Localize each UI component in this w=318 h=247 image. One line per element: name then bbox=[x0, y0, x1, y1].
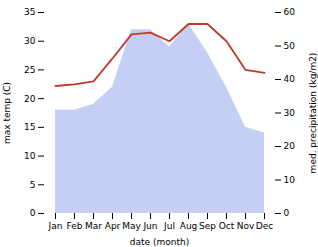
svg-text:20: 20 bbox=[284, 141, 296, 151]
svg-text:35: 35 bbox=[24, 7, 35, 17]
svg-text:Oct: Oct bbox=[219, 221, 235, 231]
svg-text:0: 0 bbox=[30, 208, 36, 218]
svg-text:20: 20 bbox=[24, 94, 36, 104]
svg-text:30: 30 bbox=[284, 108, 296, 118]
svg-text:Mar: Mar bbox=[85, 221, 102, 231]
svg-text:0: 0 bbox=[284, 208, 290, 218]
svg-text:50: 50 bbox=[284, 41, 296, 51]
svg-text:date (month): date (month) bbox=[130, 237, 189, 247]
svg-text:10: 10 bbox=[24, 151, 36, 161]
svg-text:med. precipitation (kg/m2): med. precipitation (kg/m2) bbox=[308, 53, 318, 174]
svg-text:max temp (C): max temp (C) bbox=[2, 82, 12, 144]
svg-text:Jun: Jun bbox=[142, 221, 157, 231]
svg-text:5: 5 bbox=[30, 180, 36, 190]
svg-text:10: 10 bbox=[284, 175, 296, 185]
svg-text:Jul: Jul bbox=[163, 221, 175, 231]
svg-text:Feb: Feb bbox=[67, 221, 83, 231]
svg-text:60: 60 bbox=[284, 7, 296, 17]
svg-text:Jan: Jan bbox=[48, 221, 63, 231]
svg-text:25: 25 bbox=[24, 65, 35, 75]
svg-text:15: 15 bbox=[24, 122, 35, 132]
svg-text:40: 40 bbox=[284, 74, 296, 84]
svg-text:Apr: Apr bbox=[105, 221, 121, 231]
svg-text:Aug: Aug bbox=[180, 221, 198, 231]
svg-text:Sep: Sep bbox=[199, 221, 216, 231]
svg-text:Dec: Dec bbox=[256, 221, 273, 231]
svg-text:Nov: Nov bbox=[237, 221, 255, 231]
svg-text:May: May bbox=[122, 221, 141, 231]
svg-text:30: 30 bbox=[24, 36, 36, 46]
